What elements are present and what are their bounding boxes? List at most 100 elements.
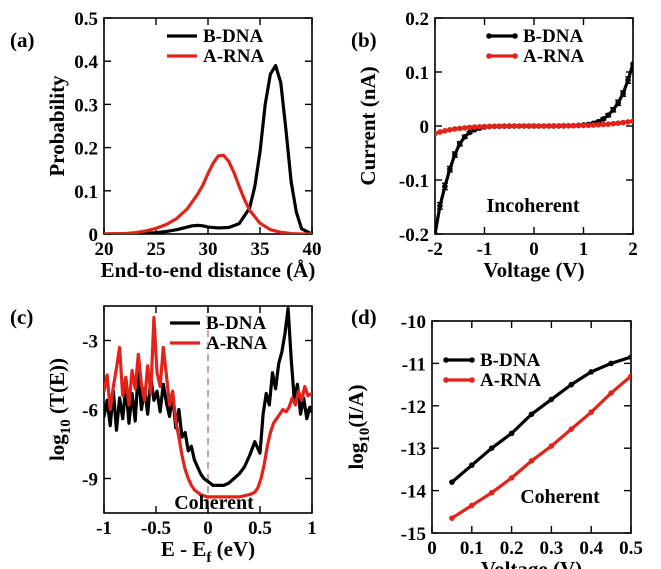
data-point-a-rna [452,126,458,132]
data-point-a-rna [461,125,468,131]
series-line-a-rna [450,374,631,520]
data-point-a-rna [615,120,621,126]
y-tick-label: 0.4 [74,52,98,73]
panel-a: 20 25 30 35 40 0 0.1 0.2 0.3 0.4 0.5 End-to-end dis… [10,9,322,282]
data-point-a-rna [546,123,552,129]
y-tick-label: 0 [89,225,99,246]
plot-area [104,63,312,234]
data-point-b-dna [528,411,535,418]
data-point-a-rna [605,121,612,127]
data-point-a-rna [595,122,602,128]
plot-area [104,306,312,499]
annotation-text: Incoherent [487,195,580,217]
y-tick-label: -13 [401,439,426,460]
data-point-b-dna [435,231,438,234]
data-point-a-rna [437,129,443,135]
x-tick-label: 0.3 [540,538,564,559]
data-point-a-rna [555,123,562,129]
y-axis-label: log10 (T(E)) [45,358,74,461]
data-point-a-rna [476,124,483,130]
series-line-b-dna [450,355,631,484]
data-point-a-rna [590,122,597,128]
data-point-a-rna [442,128,448,134]
data-point-b-dna [466,129,473,136]
x-tick-label: 0 [203,518,213,539]
y-axis-label: Current (nA) [356,66,380,185]
legend-marker [486,33,492,39]
y-tick-label: 0.2 [405,9,429,30]
data-point-b-dna [630,61,633,67]
legend-label: B-DNA [523,26,583,47]
data-point-a-rna [521,123,527,129]
x-tick-label: 1 [307,518,317,539]
y-tick-label: -0.1 [399,171,429,192]
data-point-a-rna [608,390,614,396]
data-point-a-rna [508,475,515,481]
data-point-a-rna [588,409,594,415]
data-point-a-rna [466,124,473,131]
data-point-b-dna [447,166,453,172]
legend-marker [512,53,518,59]
plot-area [435,61,633,234]
data-point-a-rna [501,123,508,129]
data-point-a-rna [488,489,495,496]
data-point-a-rna [575,122,582,129]
panel-label: (a) [10,28,35,52]
data-point-a-rna [528,458,535,464]
data-point-a-rna [481,123,488,130]
x-tick-label: 2 [628,239,638,260]
data-point-a-rna [447,126,453,133]
panel-label: (c) [10,305,33,329]
data-point-a-rna [491,123,498,130]
data-point-b-dna [456,141,463,147]
data-point-b-dna [628,354,631,360]
x-tick-label: 0.1 [460,538,484,559]
data-point-b-dna [449,479,455,485]
data-point-b-dna [608,360,614,367]
data-point-b-dna [605,112,612,118]
data-point-a-rna [570,122,577,129]
legend-label: B-DNA [206,313,266,334]
data-point-b-dna [437,203,443,209]
data-point-b-dna [568,381,575,388]
data-point-a-rna [551,123,557,129]
data-point-a-rna [568,426,575,432]
y-tick-label: 0.1 [74,182,98,203]
legend-label: B-DNA [480,350,540,371]
legend-marker [469,377,475,383]
legend-marker [469,357,475,363]
x-tick-label: -1 [96,518,112,539]
y-tick-label: -9 [82,470,98,491]
x-tick-label: 0 [427,538,437,559]
data-point-a-rna [526,123,532,129]
data-point-a-rna [435,130,438,137]
series-line-b-dna [104,306,312,487]
x-tick-label: 30 [199,239,218,260]
y-tick-label: 0.1 [405,63,429,84]
x-tick-label: 25 [147,239,166,260]
legend-marker [443,377,449,383]
y-tick-label: -10 [401,312,426,333]
data-point-a-rna [630,118,633,124]
panel-label: (d) [351,305,377,329]
x-axis-label: Voltage (V) [481,557,582,569]
data-point-a-rna [620,119,626,126]
panel-c: -1 -0.5 0 0.5 1 -3 -6 -9 E - Ef (eV) log10 (T(E))… [10,305,317,566]
data-point-a-rna [449,515,455,521]
data-point-b-dna [488,445,495,452]
data-point-a-rna [496,123,503,130]
data-point-a-rna [531,123,537,129]
y-tick-label: -3 [82,332,98,353]
x-tick-label: 20 [95,239,114,260]
data-point-a-rna [560,123,567,129]
y-tick-label: -0.2 [399,225,429,246]
legend-label: A-RNA [203,46,264,67]
data-point-a-rna [541,123,547,129]
data-point-a-rna [548,443,555,449]
x-tick-label: 0.2 [500,538,524,559]
annotation-text: Coherent [520,486,600,508]
